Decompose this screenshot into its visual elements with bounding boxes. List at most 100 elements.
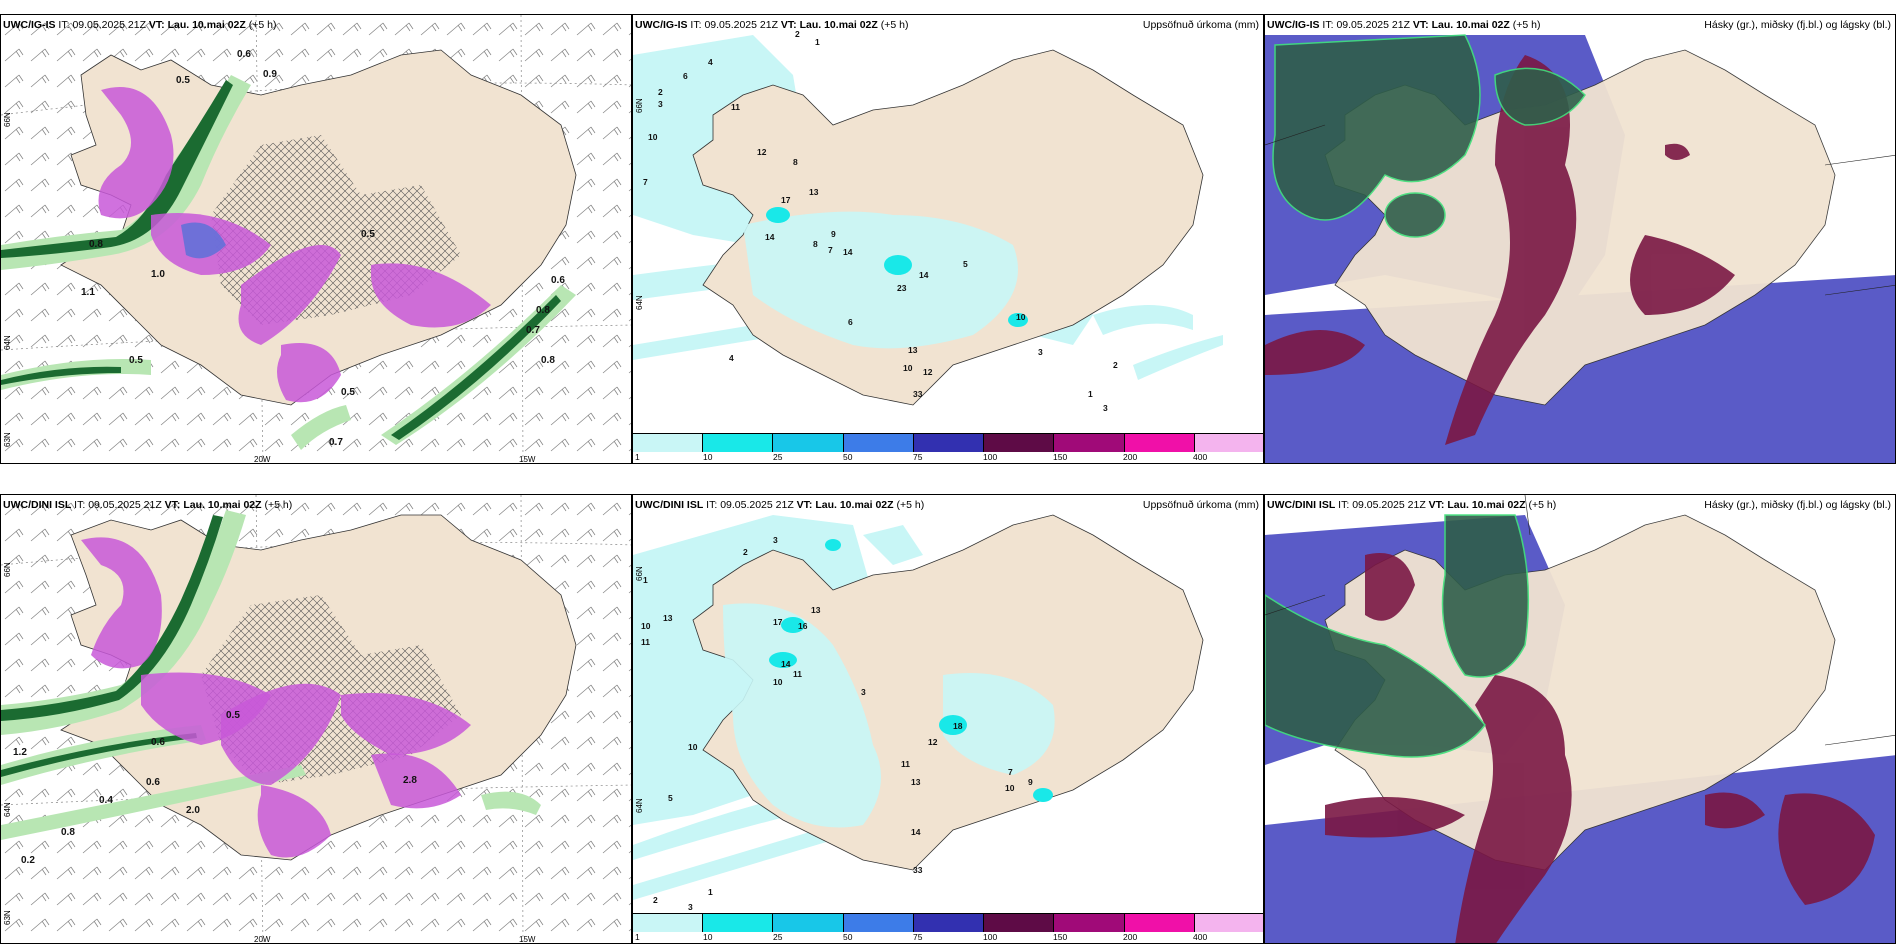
colorbar-segment	[913, 914, 985, 932]
precip-value: 14	[843, 247, 853, 257]
precip-magenta-bands	[98, 87, 491, 403]
it-value: 09.05.2025 21Z	[1352, 499, 1426, 511]
precip-value: 10	[641, 621, 651, 631]
lon-tick: 15W	[519, 935, 536, 944]
precip-value: 13	[908, 345, 918, 355]
panel-bottom-cloud: UWC/DINI ISL IT: 09.05.2025 21Z VT: Lau.…	[1264, 494, 1896, 944]
precip-value: 3	[861, 687, 866, 697]
precip-value: 11	[731, 102, 740, 112]
wind-labels: 1.2 0.6 0.4 2.0 0.8 2.8 0.5 0.6 0.2	[13, 710, 417, 866]
map-top-cloud	[1265, 15, 1895, 463]
lat-tick: 66N	[3, 562, 12, 577]
vt-value: Lau. 10.mai 02Z	[1447, 499, 1526, 511]
precip-cyan-patches	[769, 539, 1053, 802]
precip-value: 3	[1103, 403, 1108, 413]
lat-tick: 63N	[3, 432, 12, 447]
precip-value: 33	[913, 389, 923, 399]
precip-value: 10	[1005, 783, 1015, 793]
precip-value: 8	[813, 239, 818, 249]
panel-header: UWC/IG-IS IT: 09.05.2025 21Z VT: Lau. 10…	[3, 19, 276, 31]
precip-value: 12	[928, 737, 938, 747]
vt-label: VT:	[796, 499, 813, 511]
precip-value: 5	[963, 259, 968, 269]
lat-tick: 66N	[635, 566, 644, 581]
lat-tick: 66N	[635, 98, 644, 113]
it-label: IT:	[58, 19, 70, 31]
colorbar-segment	[1124, 434, 1195, 452]
colorbar-segment	[843, 914, 914, 932]
precip-value: 3	[658, 99, 663, 109]
precip-value: 8	[793, 157, 798, 167]
graticule	[1265, 495, 1895, 746]
model-name: UWC/DINI ISL	[635, 499, 704, 511]
wind-label: 1.1	[81, 287, 95, 298]
colorbar-segment	[843, 434, 914, 452]
lat-tick: 64N	[3, 335, 12, 350]
precip-value: 3	[1038, 347, 1043, 357]
model-name: UWC/IG-IS	[3, 19, 56, 31]
precip-value: 1	[643, 575, 648, 585]
precip-value: 10	[903, 363, 913, 373]
colorbar-segment	[773, 434, 844, 452]
precip-value: 1	[815, 37, 820, 47]
colorbar-label: 75	[913, 932, 923, 942]
colorbar-label: 400	[1193, 452, 1208, 462]
precip-value: 33	[913, 865, 923, 875]
precip-value: 1	[1088, 389, 1093, 399]
colorbar-segment	[633, 434, 704, 452]
precip-value: 7	[828, 245, 833, 255]
precip-value: 14	[911, 827, 921, 837]
precip-value: 4	[729, 353, 734, 363]
panel-header: UWC/DINI ISL IT: 09.05.2025 21Z VT: Lau.…	[1267, 499, 1556, 511]
wind-label: 0.8	[541, 355, 555, 366]
colorbar-segment	[1194, 434, 1263, 452]
cloud-teal	[1265, 514, 1530, 758]
precip-value: 10	[773, 677, 783, 687]
model-name: UWC/IG-IS	[635, 19, 688, 31]
colorbar-label: 25	[773, 452, 783, 462]
precip-value: 13	[811, 605, 821, 615]
wind-green-bands	[1, 75, 576, 450]
colorbar-segment	[984, 434, 1055, 452]
precip-cyan-patches	[766, 207, 1028, 327]
wind-label: 0.6	[551, 275, 565, 286]
wind-label: 0.8	[536, 305, 550, 316]
wind-label: 1.2	[13, 747, 27, 758]
it-label: IT:	[706, 499, 718, 511]
lead-time: (+5 h)	[1512, 19, 1541, 31]
lat-tick: 66N	[3, 112, 12, 127]
wind-label: 0.8	[89, 239, 103, 250]
colorbar	[633, 433, 1263, 452]
model-name: UWC/DINI ISL	[1267, 499, 1336, 511]
wind-label: 0.4	[99, 795, 113, 806]
panel-bottom-wind: 1.2 0.6 0.4 2.0 0.8 2.8 0.5 0.6 0.2 UWC/…	[0, 494, 632, 944]
precip-value: 3	[773, 535, 778, 545]
precip-value: 12	[923, 367, 933, 377]
precip-value: 23	[897, 283, 907, 293]
colorbar-segment	[984, 914, 1055, 932]
precip-value: 9	[831, 229, 836, 239]
vt-label: VT:	[1412, 19, 1429, 31]
precip-value: 2	[795, 29, 800, 39]
colorbar	[633, 913, 1263, 932]
colorbar-segment	[703, 914, 774, 932]
lead-time: (+5 h)	[896, 499, 925, 511]
colorbar-labels: 1 10 25 50 75 100 150 200 400	[633, 452, 1263, 463]
colorbar-label: 400	[1193, 932, 1208, 942]
cloud-maroon	[1265, 55, 1735, 445]
colorbar-segment	[1194, 914, 1263, 932]
panel-top-wind: 0.6 0.9 0.5 1.1 0.8 1.0 0.5 0.5 0.7 0.8 …	[0, 14, 632, 464]
cloud-maroon	[1325, 553, 1875, 943]
colorbar-label: 1	[635, 452, 640, 462]
precip-value: 10	[688, 742, 698, 752]
wind-label: 1.0	[151, 269, 165, 280]
wind-label: 0.6	[146, 777, 160, 788]
panel-top-cloud: UWC/IG-IS IT: 09.05.2025 21Z VT: Lau. 10…	[1264, 14, 1896, 464]
vt-value: Lau. 10.mai 02Z	[815, 499, 894, 511]
colorbar-labels: 1 10 25 50 75 100 150 200 400	[633, 932, 1263, 943]
precip-value: 1	[708, 887, 713, 897]
precip-value: 14	[781, 659, 791, 669]
cloud-teal	[1272, 34, 1586, 238]
precip-value: 17	[781, 195, 791, 205]
wind-label: 0.9	[263, 69, 277, 80]
